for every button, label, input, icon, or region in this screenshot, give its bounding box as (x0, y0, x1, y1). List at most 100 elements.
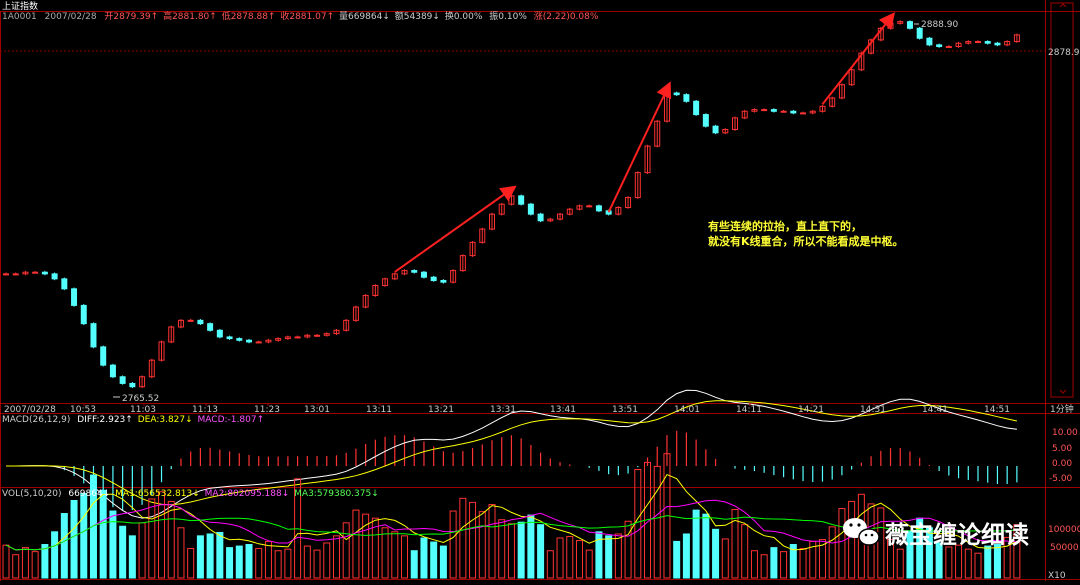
candle-body (1004, 41, 1011, 46)
trend-arrow (394, 185, 517, 273)
candle-body (673, 92, 680, 96)
candle-body (168, 326, 175, 343)
candle-body (527, 203, 534, 215)
volume-bar (245, 544, 253, 579)
volume-bar (721, 538, 729, 579)
scroll-up-icon[interactable] (1059, 3, 1067, 8)
volume-bar (332, 535, 340, 579)
volume-bar (80, 492, 88, 579)
time-axis: 2007/02/28 10:53 11:03 11:13 11:23 13:01 13:11… (4, 403, 1010, 415)
candle-body (265, 339, 272, 343)
candle-body (576, 205, 583, 210)
vol-legend: VOL(5,10,20) 669864↓ MA1:656532.813↓ MA2… (2, 489, 379, 499)
low-price-label: 2765.52 (122, 394, 159, 404)
amplitude-label: 振0.10% (489, 10, 527, 22)
volume-bar (255, 548, 263, 579)
vol-scale-label: X10 (1048, 571, 1066, 581)
volume-bar (566, 535, 574, 579)
volume-bar (653, 465, 661, 579)
candle-body (712, 125, 719, 134)
time-tick-label: 13:01 (304, 405, 330, 415)
candle-body (275, 338, 282, 341)
volume-bar (517, 521, 525, 579)
macd-diff: DIFF:2.923 (77, 415, 125, 425)
candle-body (537, 213, 544, 222)
candle-body (314, 334, 321, 337)
candle-body (945, 46, 952, 49)
last-price-label: 2878.9 (1048, 48, 1080, 58)
time-tick-label: 11:13 (192, 405, 218, 415)
volume-bar (2, 544, 10, 579)
right-scrollbar[interactable] (1050, 2, 1074, 398)
volume-bar (838, 508, 846, 579)
candle-body (644, 145, 651, 174)
candle-body (187, 319, 194, 322)
date-label: 2007/02/28 (45, 12, 97, 22)
volume-bar (887, 539, 895, 579)
candle-body (41, 271, 48, 275)
volume-bar (177, 527, 185, 579)
volume-bar (673, 540, 681, 579)
time-tick-label: 13:11 (366, 405, 392, 415)
candle-body (780, 110, 787, 113)
volume-bar (138, 522, 146, 579)
volume-bar (167, 500, 175, 579)
time-unit-label: 1分钟 (1050, 403, 1074, 415)
candle-body (22, 271, 29, 275)
candle-body (148, 359, 155, 378)
volume-bar (527, 514, 535, 579)
candle-body (586, 205, 593, 208)
volume-bar (371, 517, 379, 579)
volume-bar (70, 500, 78, 579)
volume-bar (187, 548, 195, 579)
time-tick-label: 14:41 (922, 405, 948, 415)
candle-body (226, 336, 233, 340)
candle-body (936, 44, 943, 48)
candle-body (625, 197, 632, 209)
time-tick-label: 13:41 (550, 405, 576, 415)
volume-bar (789, 544, 797, 579)
scroll-down-icon[interactable] (1059, 389, 1067, 394)
time-tick-label: 10:53 (70, 405, 96, 415)
annotation-line-2: 就没有K线重合，所以不能看成是中枢。 (708, 234, 904, 248)
candle-body (790, 110, 797, 114)
candle-body (595, 205, 602, 212)
candle-body (906, 21, 913, 29)
volume-bar (731, 508, 739, 579)
candle-body (3, 273, 9, 276)
volume-bar (848, 500, 856, 579)
trend-arrow (821, 12, 895, 105)
candle-body (566, 208, 573, 215)
candle-body (916, 27, 923, 39)
volume-bar (877, 507, 885, 579)
candle-body (382, 278, 389, 286)
volume-bar (780, 551, 788, 579)
candle-body (479, 228, 486, 243)
candle-body (255, 341, 262, 344)
turnover-label: 换0.00% (445, 10, 483, 22)
arrows-layer (394, 12, 895, 273)
macd-series-name: MACD(26,12,9) (2, 415, 70, 425)
time-tick-label: 13:51 (612, 405, 638, 415)
candle-body (411, 270, 418, 273)
candle-body (459, 255, 466, 272)
candle-body (109, 364, 116, 378)
macd-dea: DEA:3.827 (138, 415, 185, 425)
volume-bar (381, 527, 389, 579)
candle-body (469, 241, 476, 257)
candle-body (770, 109, 777, 112)
vol-current: 669864 (68, 489, 103, 499)
candle-body (975, 41, 981, 44)
volume-bar (21, 547, 29, 579)
time-tick-label: 14:11 (736, 405, 762, 415)
candle-body (547, 218, 554, 222)
candle-body (343, 319, 350, 331)
volume-bar (362, 513, 370, 579)
volume-bar (537, 524, 545, 579)
volume-bar (741, 524, 749, 579)
volume-bar (974, 552, 982, 579)
volume-bar (760, 554, 768, 579)
watermark: 薇宝缠论细读 (843, 518, 1029, 549)
volume-bar (546, 550, 554, 579)
macd-tick-10: 10.00 (1052, 428, 1078, 438)
